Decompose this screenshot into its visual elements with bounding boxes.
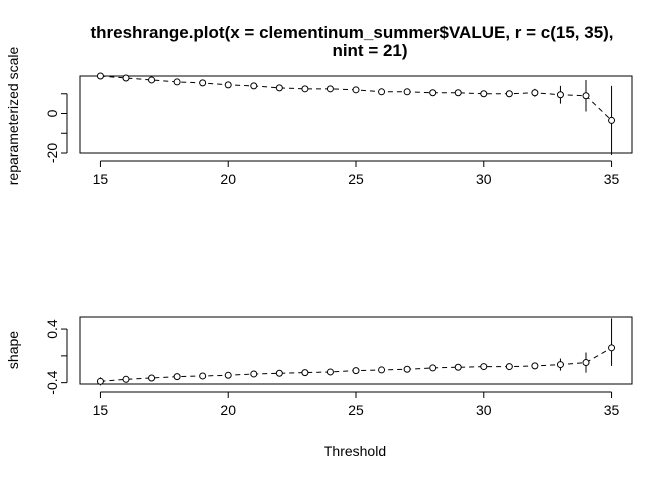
bottom-data-point: [224, 371, 232, 379]
top-data-point: [275, 84, 283, 92]
bottom-data-point: [429, 364, 437, 372]
top-data-point: [531, 89, 539, 97]
top-data-point: [378, 88, 386, 96]
top-data-point: [454, 89, 462, 97]
top-plot-frame: [79, 75, 633, 154]
bottom-panel-shape: shape Threshold 15 20 25 30 35 -0.4 0.4: [5, 316, 633, 459]
top-data-point: [122, 74, 130, 82]
bottom-data-point: [122, 375, 130, 383]
top-data-point: [480, 90, 488, 98]
bottom-data-point: [454, 363, 462, 371]
top-y-tick-label: 0: [44, 109, 60, 117]
bottom-data-point: [582, 359, 590, 367]
chart-title-line2: nint = 21): [332, 41, 407, 60]
top-panel-reparameterized-scale: reparameterized scale 15 20 25 30 35 -20 0: [5, 47, 633, 187]
bottom-data-point: [378, 366, 386, 374]
top-data-point: [505, 90, 513, 98]
chart-title-line1: threshrange.plot(x = clementinum_summer$…: [90, 23, 613, 42]
top-data-point: [608, 116, 616, 124]
top-data-point: [199, 79, 207, 87]
top-x-tick-label: 15: [93, 171, 109, 187]
top-data-point: [301, 85, 309, 93]
bottom-data-point: [403, 365, 411, 373]
top-data-point: [326, 85, 334, 93]
top-data-point: [403, 88, 411, 96]
bottom-data-point: [301, 369, 309, 377]
top-y-tick-label: -20: [44, 143, 60, 163]
top-data-point: [582, 92, 590, 100]
bottom-data-point: [250, 370, 258, 378]
bottom-data-point: [173, 373, 181, 381]
x-axis-title: Threshold: [324, 443, 386, 459]
top-data-point: [148, 76, 156, 84]
top-data-point: [224, 81, 232, 89]
bottom-data-point: [326, 368, 334, 376]
top-data-point: [96, 72, 104, 80]
top-x-tick-label: 35: [604, 171, 620, 187]
top-x-tick-label: 20: [220, 171, 236, 187]
top-data-point: [173, 78, 181, 86]
top-data-point: [429, 89, 437, 97]
bottom-data-point: [556, 361, 564, 369]
top-data-point: [556, 91, 564, 99]
bottom-data-point: [352, 367, 360, 375]
bottom-x-tick-label: 25: [348, 402, 364, 418]
bottom-data-point: [531, 362, 539, 370]
bottom-x-tick-label: 30: [476, 402, 492, 418]
bottom-x-tick-label: 35: [604, 402, 620, 418]
bottom-data-point: [505, 363, 513, 371]
bottom-data-point: [608, 344, 616, 352]
bottom-x-tick-label: 20: [220, 402, 236, 418]
top-data-point: [250, 82, 258, 90]
bottom-data-point: [148, 374, 156, 382]
bottom-data-point: [199, 372, 207, 380]
bottom-data-point: [480, 363, 488, 371]
bottom-plot-frame: [79, 316, 633, 385]
bottom-ylabel: shape: [5, 331, 21, 369]
top-data-point: [352, 86, 360, 94]
bottom-y-tick-label: 0.4: [44, 319, 60, 339]
top-x-tick-label: 30: [476, 171, 492, 187]
bottom-y-tick-label: -0.4: [44, 370, 60, 394]
top-x-tick-label: 25: [348, 171, 364, 187]
bottom-data-point: [96, 377, 104, 385]
top-ylabel: reparameterized scale: [5, 47, 21, 186]
bottom-data-point: [275, 369, 283, 377]
bottom-x-tick-label: 15: [93, 402, 109, 418]
